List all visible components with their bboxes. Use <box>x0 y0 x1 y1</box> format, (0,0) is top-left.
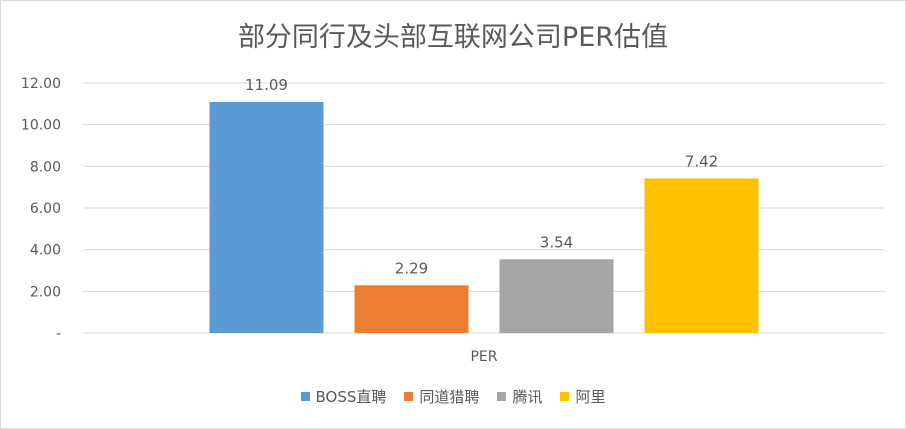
bar <box>354 285 469 333</box>
y-tick-label: 2.00 <box>30 284 61 300</box>
y-tick-label: 4.00 <box>30 243 61 259</box>
bar <box>644 178 759 333</box>
y-tick-label: 12.00 <box>21 76 61 92</box>
y-tick-label: - <box>56 326 61 342</box>
legend-swatch <box>497 392 507 401</box>
bar <box>209 101 324 333</box>
legend-entry: 阿里 <box>560 386 605 407</box>
legend-label: 腾讯 <box>512 388 543 406</box>
legend-entry: BOSS直聘 <box>300 386 387 407</box>
data-label: 11.09 <box>245 76 288 94</box>
data-label: 3.54 <box>540 233 573 251</box>
legend-label: 阿里 <box>575 388 606 406</box>
x-category-label: PER <box>470 349 497 365</box>
legend-entry: 同道猎聘 <box>404 386 479 407</box>
y-tick-label: 8.00 <box>30 159 61 175</box>
legend-label: BOSS直聘 <box>315 388 387 406</box>
data-label: 2.29 <box>395 259 428 277</box>
legend-swatch <box>300 392 310 401</box>
legend-label: 同道猎聘 <box>419 388 480 406</box>
y-tick-label: 6.00 <box>30 201 61 217</box>
bar <box>499 259 614 333</box>
legend-swatch <box>560 392 570 401</box>
legend-swatch <box>404 392 414 401</box>
legend-entry: 腾讯 <box>497 386 542 407</box>
chart-title: 部分同行及头部互联网公司PER估值 <box>237 22 669 53</box>
data-label: 7.42 <box>685 152 718 170</box>
y-tick-label: 10.00 <box>21 118 61 134</box>
chart-legend: BOSS直聘 同道猎聘 腾讯 阿里 <box>1 386 905 407</box>
